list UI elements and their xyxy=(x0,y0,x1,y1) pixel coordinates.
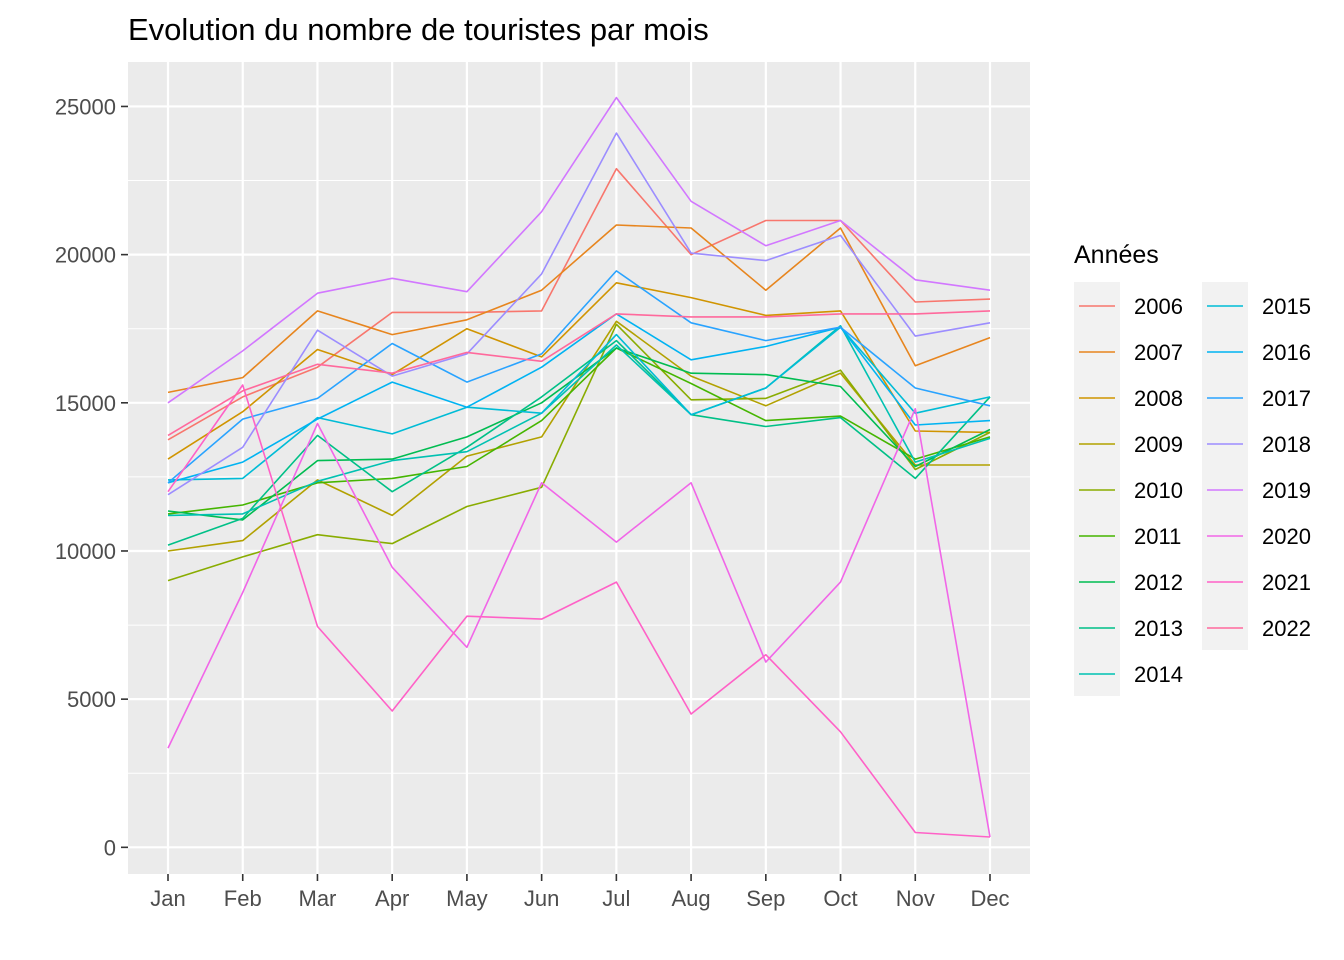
series-line-2013 xyxy=(167,339,991,546)
x-tick-label: Mar xyxy=(299,886,337,911)
y-tick-label: 25000 xyxy=(55,94,116,119)
legend-label-2018: 2018 xyxy=(1262,432,1311,457)
x-tick-label: Nov xyxy=(896,886,935,911)
legend-label-2009: 2009 xyxy=(1134,432,1183,457)
series-line-2006 xyxy=(167,167,991,441)
legend-label-2011: 2011 xyxy=(1134,524,1181,549)
legend: Années 2006 2007 2008 2009 2010 2011 2012 2013 2… xyxy=(1074,241,1311,696)
legend-title: Années xyxy=(1074,241,1159,269)
x-axis: Jan Feb Mar Apr May Jun Jul Aug Sep Oct Nov Dec xyxy=(150,874,1010,911)
series-line-2021 xyxy=(167,384,991,838)
x-tick-label: Dec xyxy=(970,886,1009,911)
legend-label-2022: 2022 xyxy=(1262,616,1311,641)
series-line-2016 xyxy=(167,313,991,484)
minor-gridlines xyxy=(128,180,1030,774)
legend-label-2007: 2007 xyxy=(1134,340,1183,365)
legend-label-2015: 2015 xyxy=(1262,294,1311,319)
x-tick-label: Jan xyxy=(150,886,185,911)
y-tick-label: 0 xyxy=(104,835,116,860)
x-tick-label: Jun xyxy=(524,886,559,911)
x-tick-label: Aug xyxy=(672,886,711,911)
plot-panel xyxy=(128,62,1030,874)
legend-label-2006: 2006 xyxy=(1134,294,1183,319)
legend-label-2020: 2020 xyxy=(1262,524,1311,549)
x-tick-label: May xyxy=(446,886,488,911)
legend-label-2017: 2017 xyxy=(1262,386,1311,411)
series-lines xyxy=(167,96,991,838)
legend-label-2012: 2012 xyxy=(1134,570,1183,595)
x-tick-label: Feb xyxy=(224,886,262,911)
series-line-2010 xyxy=(167,323,991,582)
series-line-2014 xyxy=(167,324,991,517)
x-tick-label: Apr xyxy=(375,886,409,911)
legend-label-2013: 2013 xyxy=(1134,616,1183,641)
y-tick-label: 10000 xyxy=(55,539,116,564)
series-line-2020 xyxy=(167,407,991,838)
y-tick-label: 5000 xyxy=(67,687,116,712)
legend-label-2019: 2019 xyxy=(1262,478,1311,503)
series-line-2018 xyxy=(167,132,991,496)
x-tick-label: Sep xyxy=(746,886,785,911)
x-tick-label: Oct xyxy=(823,886,857,911)
x-tick-label: Jul xyxy=(602,886,630,911)
y-tick-label: 20000 xyxy=(55,243,116,268)
chart-title: Evolution du nombre de touristes par moi… xyxy=(128,12,709,47)
y-axis: 0 5000 10000 15000 20000 25000 xyxy=(55,94,128,860)
y-tick-label: 15000 xyxy=(55,391,116,416)
series-line-2012 xyxy=(167,347,991,521)
major-gridlines xyxy=(128,62,1030,874)
legend-label-2014: 2014 xyxy=(1134,662,1183,687)
legend-label-2016: 2016 xyxy=(1262,340,1311,365)
series-line-2022 xyxy=(167,310,991,437)
legend-label-2008: 2008 xyxy=(1134,386,1183,411)
series-line-2015 xyxy=(167,326,991,481)
series-line-2008 xyxy=(167,281,991,460)
legend-label-2021: 2021 xyxy=(1262,570,1311,595)
series-line-2019 xyxy=(167,96,991,404)
legend-label-2010: 2010 xyxy=(1134,478,1183,503)
legend-key-background-col-1 xyxy=(1074,282,1120,696)
series-line-2017 xyxy=(167,270,991,484)
legend-key-background-col-2 xyxy=(1202,282,1248,650)
